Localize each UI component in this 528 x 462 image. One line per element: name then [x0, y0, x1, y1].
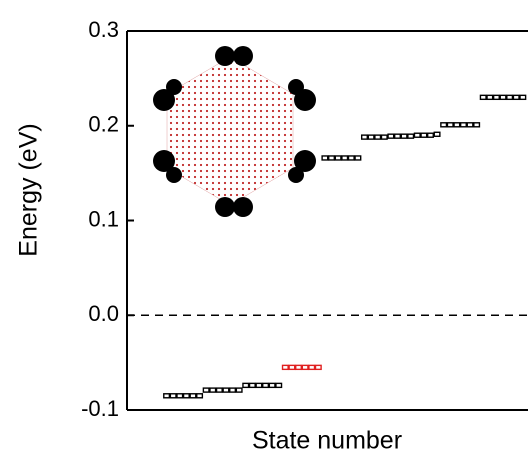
- state-marker: [268, 382, 276, 389]
- state-marker: [189, 393, 197, 399]
- state-marker: [400, 133, 408, 139]
- state-marker: [163, 393, 171, 399]
- state-marker: [486, 94, 494, 101]
- y-tick-label: 0.1: [88, 206, 119, 231]
- y-tick-label: 0.2: [88, 112, 119, 137]
- state-marker: [466, 122, 474, 128]
- state-marker: [295, 364, 303, 371]
- state-marker: [354, 155, 362, 161]
- state-marker: [314, 364, 322, 371]
- state-marker: [506, 94, 514, 101]
- state-marker: [255, 382, 263, 389]
- state-marker: [367, 134, 375, 140]
- state-marker: [301, 364, 309, 371]
- state-marker: [202, 387, 210, 393]
- state-marker: [407, 133, 415, 139]
- inset-flake: [153, 46, 316, 217]
- state-marker: [499, 94, 507, 101]
- state-marker: [426, 132, 434, 138]
- state-marker: [446, 122, 454, 128]
- state-marker: [459, 122, 467, 128]
- state-marker: [275, 382, 283, 389]
- state-marker: [328, 155, 336, 161]
- state-marker: [262, 382, 270, 389]
- state-marker: [308, 364, 316, 371]
- state-marker: [380, 134, 388, 140]
- state-marker: [169, 393, 177, 399]
- state-marker: [281, 364, 289, 371]
- y-tick-label: 0.3: [88, 17, 119, 42]
- state-marker: [176, 393, 184, 399]
- state-marker: [209, 387, 217, 393]
- state-marker: [321, 155, 329, 161]
- state-marker: [182, 393, 190, 399]
- state-marker: [196, 393, 204, 399]
- state-marker: [229, 387, 237, 393]
- state-marker: [420, 132, 428, 138]
- state-marker: [433, 131, 441, 137]
- y-tick-label: 0.0: [88, 301, 119, 326]
- state-marker: [248, 382, 256, 389]
- state-marker: [288, 364, 296, 371]
- state-marker: [440, 122, 448, 128]
- y-tick-label: -0.1: [81, 396, 119, 421]
- state-marker: [242, 382, 250, 389]
- state-marker: [479, 94, 487, 101]
- state-marker: [341, 155, 349, 161]
- state-marker: [492, 94, 500, 101]
- state-marker: [235, 387, 243, 393]
- state-marker: [512, 94, 520, 101]
- state-marker: [222, 387, 230, 393]
- state-marker: [347, 155, 355, 161]
- state-marker: [413, 132, 421, 138]
- state-marker: [215, 387, 223, 393]
- state-marker: [453, 122, 461, 128]
- x-axis-title: State number: [252, 427, 402, 455]
- state-marker: [360, 134, 368, 140]
- state-marker: [334, 155, 342, 161]
- y-axis-title: Energy (eV): [15, 123, 43, 256]
- state-marker: [393, 133, 401, 139]
- state-marker: [473, 122, 481, 128]
- state-marker: [387, 133, 395, 139]
- state-marker: [374, 134, 382, 140]
- state-marker: [519, 94, 527, 101]
